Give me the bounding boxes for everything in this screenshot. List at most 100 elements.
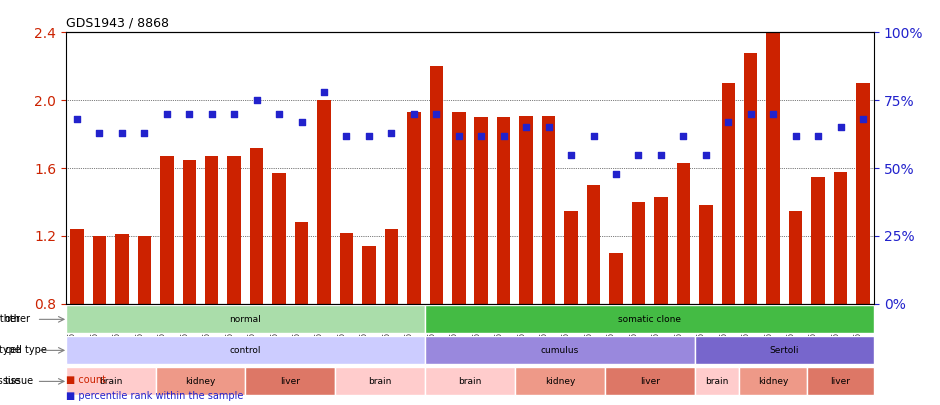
- FancyBboxPatch shape: [425, 337, 695, 365]
- Bar: [654, 197, 667, 304]
- Point: [361, 132, 376, 139]
- Bar: [407, 112, 420, 304]
- Bar: [93, 236, 106, 304]
- FancyBboxPatch shape: [515, 367, 604, 395]
- Text: brain: brain: [459, 377, 481, 386]
- Bar: [722, 83, 735, 304]
- Text: normal: normal: [229, 315, 261, 324]
- Bar: [318, 100, 331, 304]
- FancyBboxPatch shape: [156, 367, 245, 395]
- Bar: [609, 253, 622, 304]
- Point: [137, 130, 152, 136]
- Point: [564, 151, 579, 158]
- Point: [721, 119, 736, 125]
- Text: ■ count: ■ count: [66, 375, 106, 385]
- Text: control: control: [229, 346, 261, 355]
- Bar: [273, 173, 286, 304]
- Bar: [564, 211, 578, 304]
- Point: [451, 132, 466, 139]
- Bar: [766, 32, 780, 304]
- Text: cumulus: cumulus: [540, 346, 579, 355]
- Bar: [811, 177, 824, 304]
- Text: tissue: tissue: [0, 376, 21, 386]
- Text: GDS1943 / 8868: GDS1943 / 8868: [66, 17, 169, 30]
- Text: liver: liver: [280, 377, 301, 386]
- Point: [496, 132, 511, 139]
- Bar: [497, 117, 510, 304]
- Bar: [475, 117, 488, 304]
- Bar: [250, 148, 263, 304]
- Point: [744, 111, 759, 117]
- Text: tissue: tissue: [5, 376, 34, 386]
- Point: [608, 171, 623, 177]
- FancyBboxPatch shape: [740, 367, 807, 395]
- Point: [833, 124, 848, 131]
- Point: [766, 111, 781, 117]
- Point: [272, 111, 287, 117]
- Point: [160, 111, 175, 117]
- Bar: [182, 160, 196, 304]
- Point: [92, 130, 107, 136]
- Bar: [677, 163, 690, 304]
- Text: Sertoli: Sertoli: [770, 346, 799, 355]
- Bar: [430, 66, 443, 304]
- Text: other: other: [0, 314, 21, 324]
- FancyBboxPatch shape: [425, 367, 515, 395]
- Point: [70, 116, 85, 122]
- Point: [810, 132, 825, 139]
- Point: [227, 111, 242, 117]
- Text: liver: liver: [639, 377, 660, 386]
- Point: [406, 111, 421, 117]
- Text: cell type: cell type: [0, 345, 21, 355]
- Text: brain: brain: [705, 377, 728, 386]
- Text: brain: brain: [368, 377, 392, 386]
- Text: ■ percentile rank within the sample: ■ percentile rank within the sample: [66, 391, 243, 401]
- Point: [317, 89, 332, 95]
- Bar: [205, 156, 218, 304]
- Bar: [699, 205, 713, 304]
- Point: [631, 151, 646, 158]
- Point: [698, 151, 713, 158]
- FancyBboxPatch shape: [695, 337, 874, 365]
- Point: [204, 111, 219, 117]
- FancyBboxPatch shape: [695, 367, 740, 395]
- Point: [249, 97, 264, 104]
- Text: kidney: kidney: [544, 377, 575, 386]
- Point: [653, 151, 668, 158]
- Bar: [160, 156, 174, 304]
- Bar: [856, 83, 870, 304]
- Bar: [632, 202, 645, 304]
- Text: somatic clone: somatic clone: [619, 315, 681, 324]
- Bar: [70, 229, 84, 304]
- Point: [181, 111, 196, 117]
- Point: [676, 132, 691, 139]
- Bar: [789, 211, 803, 304]
- Point: [339, 132, 354, 139]
- Bar: [520, 115, 533, 304]
- Bar: [137, 236, 151, 304]
- Point: [429, 111, 444, 117]
- FancyBboxPatch shape: [66, 337, 425, 365]
- Bar: [541, 115, 556, 304]
- FancyBboxPatch shape: [425, 305, 874, 333]
- Bar: [339, 232, 353, 304]
- FancyBboxPatch shape: [245, 367, 336, 395]
- Bar: [452, 112, 465, 304]
- Text: brain: brain: [99, 377, 122, 386]
- FancyBboxPatch shape: [807, 367, 874, 395]
- Text: other: other: [5, 314, 31, 324]
- Point: [855, 116, 870, 122]
- Text: liver: liver: [831, 377, 851, 386]
- Point: [586, 132, 601, 139]
- FancyBboxPatch shape: [66, 367, 156, 395]
- Point: [115, 130, 130, 136]
- Bar: [384, 229, 399, 304]
- Point: [294, 119, 309, 125]
- Bar: [744, 53, 758, 304]
- FancyBboxPatch shape: [66, 305, 425, 333]
- Bar: [116, 234, 129, 304]
- Text: kidney: kidney: [758, 377, 789, 386]
- Point: [384, 130, 399, 136]
- Bar: [295, 222, 308, 304]
- Point: [474, 132, 489, 139]
